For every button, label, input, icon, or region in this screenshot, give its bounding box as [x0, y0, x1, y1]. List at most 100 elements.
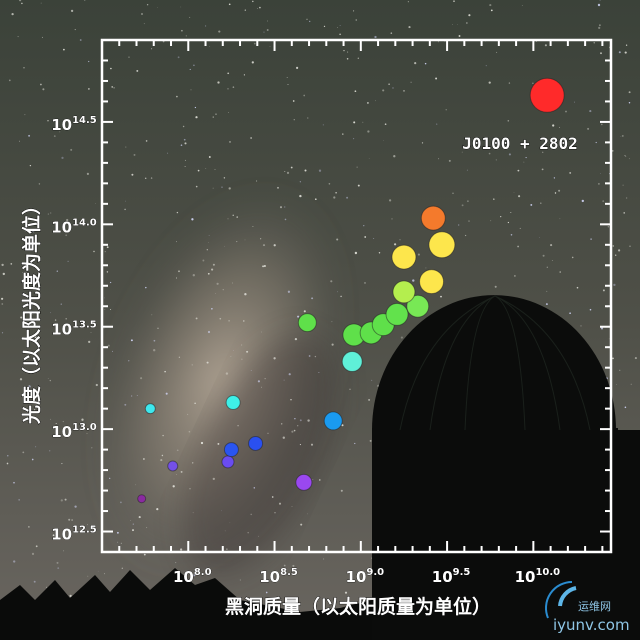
star [109, 477, 111, 479]
star [209, 45, 211, 47]
star [187, 413, 189, 415]
star [1, 332, 4, 334]
star [228, 112, 229, 113]
star [362, 121, 364, 123]
star [0, 297, 4, 300]
star [146, 4, 149, 6]
star [438, 158, 440, 160]
star [130, 520, 132, 521]
star [495, 159, 497, 161]
star [293, 429, 296, 432]
star [140, 377, 143, 380]
star [517, 169, 520, 172]
star [63, 48, 65, 51]
star [368, 398, 371, 401]
star [250, 137, 252, 139]
star [532, 82, 534, 84]
star [279, 206, 283, 209]
star [106, 271, 109, 273]
star [211, 307, 213, 310]
star [490, 9, 493, 12]
star [589, 110, 592, 113]
data-point [144, 403, 156, 415]
star [192, 512, 194, 514]
star [340, 489, 343, 492]
y-tick-label: 1012.5 [51, 525, 97, 544]
star [424, 62, 427, 65]
star [10, 263, 13, 265]
star [271, 496, 274, 498]
star [131, 173, 134, 176]
annotation-j0100: J0100 + 2802 [462, 134, 578, 153]
star [68, 518, 71, 521]
star [598, 26, 601, 30]
star [508, 153, 511, 156]
star [132, 529, 134, 532]
star [544, 44, 547, 47]
star [513, 192, 515, 193]
star [253, 42, 256, 45]
star [613, 283, 616, 287]
star [393, 155, 396, 158]
star [392, 87, 394, 89]
star [630, 383, 632, 385]
star [64, 498, 67, 501]
star [494, 285, 497, 288]
star [551, 260, 553, 261]
star [223, 177, 226, 179]
star [189, 68, 191, 70]
data-point [428, 231, 456, 259]
star [388, 83, 390, 85]
star [488, 152, 491, 155]
star [628, 102, 631, 104]
star [184, 165, 186, 167]
star [145, 140, 148, 142]
star [119, 501, 122, 504]
star [116, 531, 119, 534]
star [133, 153, 136, 156]
star [490, 220, 492, 222]
star [32, 230, 35, 233]
star [188, 430, 191, 433]
star [239, 579, 241, 581]
star [251, 61, 254, 64]
star [176, 277, 177, 279]
star [184, 142, 187, 145]
star [354, 251, 358, 255]
data-point [221, 455, 235, 469]
star [296, 66, 299, 69]
star [195, 116, 198, 119]
star [31, 552, 35, 556]
star [353, 10, 355, 12]
star [507, 221, 510, 224]
star [79, 39, 82, 41]
star [28, 526, 30, 528]
tree-silhouette [0, 568, 372, 640]
star [435, 77, 438, 80]
star [227, 218, 229, 220]
star [232, 86, 235, 88]
star [194, 402, 196, 405]
star [195, 317, 198, 320]
star [60, 499, 63, 502]
star [266, 29, 269, 31]
star [135, 484, 137, 486]
star [569, 312, 571, 315]
star [47, 213, 49, 215]
star [600, 123, 603, 126]
star [390, 32, 393, 34]
star [182, 125, 185, 128]
star [273, 244, 276, 247]
star [452, 24, 454, 25]
star [220, 510, 222, 512]
star [111, 86, 113, 88]
star [200, 441, 204, 445]
star [104, 297, 105, 299]
star [263, 264, 266, 268]
star [86, 433, 88, 435]
star [65, 317, 67, 320]
star [436, 123, 438, 125]
star [63, 550, 65, 552]
star [554, 192, 557, 194]
star [81, 418, 84, 421]
